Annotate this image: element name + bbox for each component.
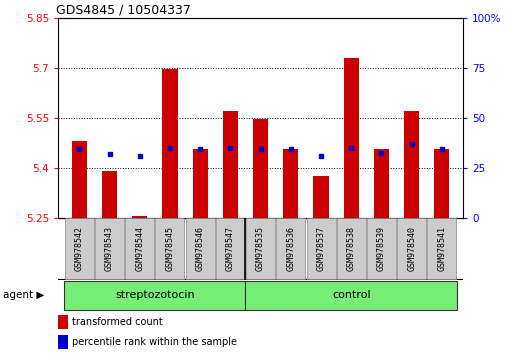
Bar bbox=[343, 58, 358, 218]
Text: control: control bbox=[331, 290, 370, 300]
Text: GSM978541: GSM978541 bbox=[436, 226, 445, 271]
Text: streptozotocin: streptozotocin bbox=[115, 290, 194, 300]
Text: GSM978545: GSM978545 bbox=[165, 226, 174, 271]
Bar bbox=[72, 141, 87, 218]
Text: GSM978538: GSM978538 bbox=[346, 226, 355, 271]
Text: GSM978546: GSM978546 bbox=[195, 226, 204, 271]
Bar bbox=[216, 218, 244, 279]
Bar bbox=[222, 111, 237, 218]
Bar bbox=[185, 218, 214, 279]
Text: GSM978542: GSM978542 bbox=[75, 226, 84, 271]
Text: GDS4845 / 10504337: GDS4845 / 10504337 bbox=[56, 4, 191, 17]
Text: GSM978535: GSM978535 bbox=[256, 226, 265, 271]
Bar bbox=[132, 216, 147, 218]
Bar bbox=[245, 281, 456, 310]
Bar bbox=[65, 218, 93, 279]
Text: GSM978540: GSM978540 bbox=[407, 226, 415, 271]
Text: GSM978536: GSM978536 bbox=[286, 226, 295, 271]
Text: GSM978547: GSM978547 bbox=[225, 226, 234, 271]
Bar bbox=[252, 119, 268, 218]
Bar bbox=[245, 218, 275, 279]
Bar bbox=[64, 281, 245, 310]
Bar bbox=[336, 218, 365, 279]
Bar bbox=[396, 218, 425, 279]
Bar bbox=[95, 218, 124, 279]
Text: percentile rank within the sample: percentile rank within the sample bbox=[72, 337, 237, 347]
Text: GSM978537: GSM978537 bbox=[316, 226, 325, 271]
Text: GSM978539: GSM978539 bbox=[376, 226, 385, 271]
Bar bbox=[366, 218, 395, 279]
Text: agent ▶: agent ▶ bbox=[3, 290, 44, 300]
Bar bbox=[283, 149, 298, 218]
Text: transformed count: transformed count bbox=[72, 318, 163, 327]
Bar bbox=[58, 335, 68, 348]
Bar bbox=[58, 315, 68, 329]
Bar bbox=[155, 218, 184, 279]
Bar bbox=[192, 149, 208, 218]
Bar bbox=[162, 69, 177, 218]
Bar bbox=[427, 218, 456, 279]
Bar bbox=[313, 176, 328, 218]
Bar bbox=[306, 218, 335, 279]
Bar bbox=[125, 218, 154, 279]
Bar bbox=[373, 149, 388, 218]
Bar bbox=[276, 218, 305, 279]
Text: GSM978543: GSM978543 bbox=[105, 226, 114, 271]
Text: GSM978544: GSM978544 bbox=[135, 226, 144, 271]
Bar bbox=[403, 111, 418, 218]
Bar bbox=[102, 171, 117, 218]
Bar bbox=[433, 149, 448, 218]
